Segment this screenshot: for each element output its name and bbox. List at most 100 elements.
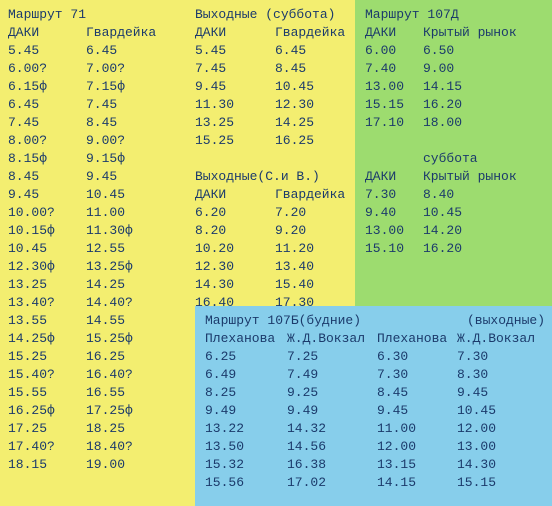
time-row: 6.457.45 xyxy=(8,96,164,114)
time-row: 5.456.45 xyxy=(8,42,164,60)
time-cell: 15.25ф xyxy=(86,330,164,348)
time-cell: 14.30 xyxy=(457,456,537,474)
time-cell: 7.30 xyxy=(365,186,423,204)
time-cell: 14.15 xyxy=(423,78,523,96)
time-cell: 13.00 xyxy=(365,78,423,96)
time-row: 13.5514.55 xyxy=(8,312,164,330)
time-cell: 14.32 xyxy=(287,420,377,438)
time-cell: 16.25 xyxy=(275,132,355,150)
time-cell: 15.56 xyxy=(205,474,287,492)
col-head-kryty: Крытый рынок xyxy=(423,24,523,42)
time-row: 13.0014.20 xyxy=(365,222,523,240)
time-cell: 14.30 xyxy=(195,276,275,294)
time-cell: 7.30 xyxy=(377,366,457,384)
time-row: 10.2011.20 xyxy=(195,240,355,258)
time-cell: 12.55 xyxy=(86,240,164,258)
time-cell: 13.50 xyxy=(205,438,287,456)
time-row: 15.40?16.40? xyxy=(8,366,164,384)
time-cell: 5.45 xyxy=(195,42,275,60)
col-head-daki: ДАКИ xyxy=(195,186,275,204)
time-cell: 9.15ф xyxy=(86,150,164,168)
col-head-vokzal: Ж.Д.Вокзал xyxy=(287,330,377,348)
time-row: 9.4510.45 xyxy=(8,186,164,204)
time-cell: 7.25 xyxy=(287,348,377,366)
time-row: 13.5014.5612.0013.00 xyxy=(205,438,545,456)
time-cell: 9.45 xyxy=(8,186,86,204)
time-cell: 12.00 xyxy=(377,438,457,456)
time-cell: 10.45 xyxy=(275,78,355,96)
col-head-gvardeyka: Гвардейка xyxy=(275,24,355,42)
route-107d-sat-title: суббота xyxy=(423,150,478,168)
time-cell: 15.25 xyxy=(8,348,86,366)
time-cell: 15.55 xyxy=(8,384,86,402)
time-cell: 11.30ф xyxy=(86,222,164,240)
time-cell: 10.45 xyxy=(457,402,537,420)
time-row: 11.3012.30 xyxy=(195,96,355,114)
time-cell: 6.25 xyxy=(205,348,287,366)
time-row: 13.40?14.40? xyxy=(8,294,164,312)
time-cell: 13.25ф xyxy=(86,258,164,276)
time-cell: 8.20 xyxy=(195,222,275,240)
time-cell: 17.30 xyxy=(275,294,355,312)
time-cell: 9.00? xyxy=(86,132,164,150)
time-cell: 9.40 xyxy=(365,204,423,222)
time-cell: 14.20 xyxy=(423,222,523,240)
time-cell: 16.40? xyxy=(86,366,164,384)
time-cell: 14.55 xyxy=(86,312,164,330)
time-row: 17.40?18.40? xyxy=(8,438,164,456)
time-cell: 6.00 xyxy=(365,42,423,60)
time-cell: 8.25 xyxy=(205,384,287,402)
time-row: 17.1018.00 xyxy=(365,114,523,132)
time-cell: 16.25ф xyxy=(8,402,86,420)
route-71-sat-title: Выходные (суббота) xyxy=(195,6,335,24)
time-row: 15.1016.20 xyxy=(365,240,523,258)
time-cell: 8.30 xyxy=(457,366,537,384)
time-cell: 11.20 xyxy=(275,240,355,258)
time-cell: 12.30 xyxy=(195,258,275,276)
time-cell: 8.45 xyxy=(86,114,164,132)
time-row: 6.497.497.308.30 xyxy=(205,366,545,384)
time-row: 8.00?9.00? xyxy=(8,132,164,150)
time-row: 13.0014.15 xyxy=(365,78,523,96)
time-row: 10.00?11.00 xyxy=(8,204,164,222)
time-cell: 10.15ф xyxy=(8,222,86,240)
time-cell: 16.20 xyxy=(423,96,523,114)
time-cell: 7.40 xyxy=(365,60,423,78)
time-cell: 13.40? xyxy=(8,294,86,312)
time-cell: 13.15 xyxy=(377,456,457,474)
time-row: 9.499.499.4510.45 xyxy=(205,402,545,420)
route-107b-title-weekday: Маршрут 107Б(будние) xyxy=(205,312,377,330)
time-row: 6.257.256.307.30 xyxy=(205,348,545,366)
time-cell: 9.00 xyxy=(423,60,523,78)
time-row: 14.25ф15.25ф xyxy=(8,330,164,348)
time-cell: 8.45 xyxy=(377,384,457,402)
time-cell: 15.10 xyxy=(365,240,423,258)
time-cell: 15.15 xyxy=(457,474,537,492)
col-head-vokzal: Ж.Д.Вокзал xyxy=(457,330,537,348)
time-cell: 6.50 xyxy=(423,42,523,60)
time-cell: 17.25 xyxy=(8,420,86,438)
route-71-sv: Выходные(С.и В.) ДАКИ Гвардейка 6.207.20… xyxy=(195,168,355,312)
time-cell: 11.00 xyxy=(377,420,457,438)
route-107d-title: Маршрут 107Д xyxy=(365,6,459,24)
time-cell: 8.00? xyxy=(8,132,86,150)
time-cell: 6.49 xyxy=(205,366,287,384)
time-row: 13.2214.3211.0012.00 xyxy=(205,420,545,438)
time-cell: 5.45 xyxy=(8,42,86,60)
time-cell: 10.45 xyxy=(86,186,164,204)
col-head-plekhanova: Плеханова xyxy=(377,330,457,348)
time-cell: 15.40 xyxy=(275,276,355,294)
time-cell: 15.15 xyxy=(365,96,423,114)
time-row: 15.2516.25 xyxy=(195,132,355,150)
time-cell: 16.55 xyxy=(86,384,164,402)
time-row: 9.4010.45 xyxy=(365,204,523,222)
time-row: 8.209.20 xyxy=(195,222,355,240)
time-cell: 14.25 xyxy=(86,276,164,294)
time-row: 14.3015.40 xyxy=(195,276,355,294)
time-cell: 10.20 xyxy=(195,240,275,258)
col-head-daki: ДАКИ xyxy=(365,168,423,186)
time-cell: 12.30ф xyxy=(8,258,86,276)
route-71: Маршрут 71 ДАКИ Гвардейка 5.456.456.00?7… xyxy=(8,6,164,474)
time-cell: 7.15ф xyxy=(86,78,164,96)
time-row: 15.2516.25 xyxy=(8,348,164,366)
